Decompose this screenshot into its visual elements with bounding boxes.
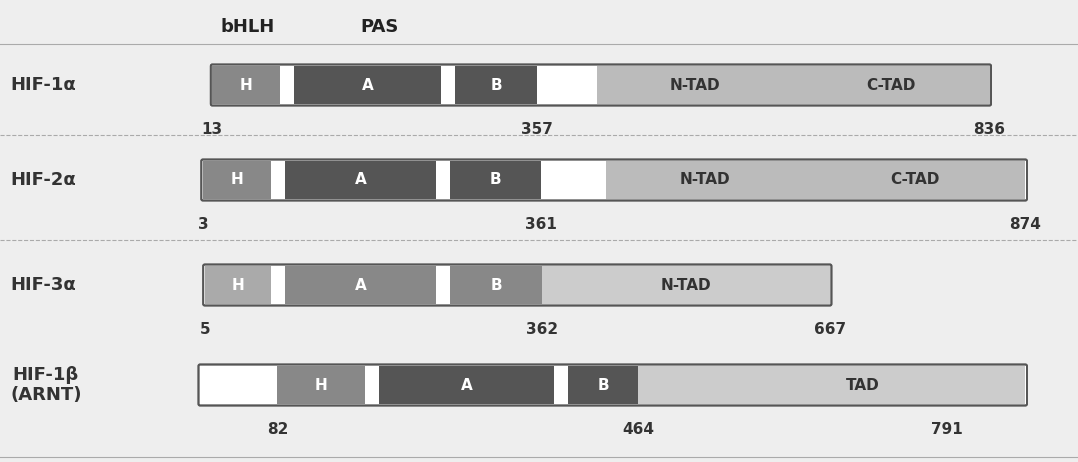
Bar: [365, 366, 379, 404]
Text: N-TAD: N-TAD: [669, 78, 720, 92]
Bar: [437, 161, 451, 199]
Text: TAD: TAD: [846, 377, 880, 393]
Text: HIF-1α: HIF-1α: [10, 76, 75, 94]
Bar: [542, 266, 830, 304]
FancyBboxPatch shape: [198, 365, 1027, 406]
Text: B: B: [490, 78, 502, 92]
Bar: [596, 66, 793, 104]
Bar: [451, 266, 542, 304]
Text: B: B: [490, 278, 502, 292]
Bar: [271, 161, 285, 199]
Bar: [294, 66, 441, 104]
Bar: [568, 366, 638, 404]
Text: PAS: PAS: [361, 18, 399, 36]
Bar: [638, 366, 701, 404]
Bar: [541, 161, 606, 199]
Text: 874: 874: [1009, 217, 1041, 232]
Bar: [205, 266, 271, 304]
Text: 357: 357: [522, 122, 553, 137]
Text: B: B: [597, 377, 609, 393]
Text: 82: 82: [266, 422, 288, 437]
Text: 3: 3: [197, 217, 208, 232]
Bar: [537, 66, 596, 104]
Text: A: A: [355, 278, 367, 292]
Text: 361: 361: [525, 217, 557, 232]
Text: N-TAD: N-TAD: [680, 172, 731, 188]
Text: 5: 5: [199, 322, 210, 337]
Text: 362: 362: [526, 322, 558, 337]
Bar: [455, 66, 537, 104]
Bar: [203, 161, 271, 199]
Text: H: H: [231, 172, 244, 188]
FancyBboxPatch shape: [202, 159, 1027, 201]
FancyBboxPatch shape: [204, 265, 831, 305]
Bar: [701, 366, 1025, 404]
Bar: [554, 366, 568, 404]
Bar: [793, 66, 990, 104]
Bar: [280, 66, 294, 104]
Bar: [285, 266, 437, 304]
Bar: [437, 266, 451, 304]
Text: A: A: [461, 377, 472, 393]
Text: A: A: [362, 78, 373, 92]
Bar: [277, 366, 365, 404]
Text: A: A: [355, 172, 367, 188]
Text: C-TAD: C-TAD: [867, 78, 916, 92]
Text: H: H: [240, 78, 252, 92]
FancyBboxPatch shape: [211, 65, 991, 105]
Bar: [201, 366, 277, 404]
Text: 667: 667: [814, 322, 846, 337]
Text: HIF-2α: HIF-2α: [10, 171, 75, 189]
Text: B: B: [489, 172, 501, 188]
Bar: [285, 161, 437, 199]
Bar: [441, 66, 455, 104]
Bar: [451, 161, 541, 199]
Text: C-TAD: C-TAD: [890, 172, 940, 188]
Text: H: H: [232, 278, 244, 292]
Bar: [606, 161, 804, 199]
Bar: [804, 161, 1025, 199]
Text: HIF-1β
(ARNT): HIF-1β (ARNT): [10, 366, 82, 404]
Text: 13: 13: [202, 122, 223, 137]
Text: 791: 791: [931, 422, 963, 437]
Text: bHLH: bHLH: [221, 18, 275, 36]
Bar: [379, 366, 554, 404]
Text: N-TAD: N-TAD: [661, 278, 711, 292]
Text: 836: 836: [973, 122, 1006, 137]
Bar: [271, 266, 285, 304]
Text: 464: 464: [622, 422, 654, 437]
Text: HIF-3α: HIF-3α: [10, 276, 75, 294]
Text: H: H: [315, 377, 328, 393]
Bar: [212, 66, 280, 104]
